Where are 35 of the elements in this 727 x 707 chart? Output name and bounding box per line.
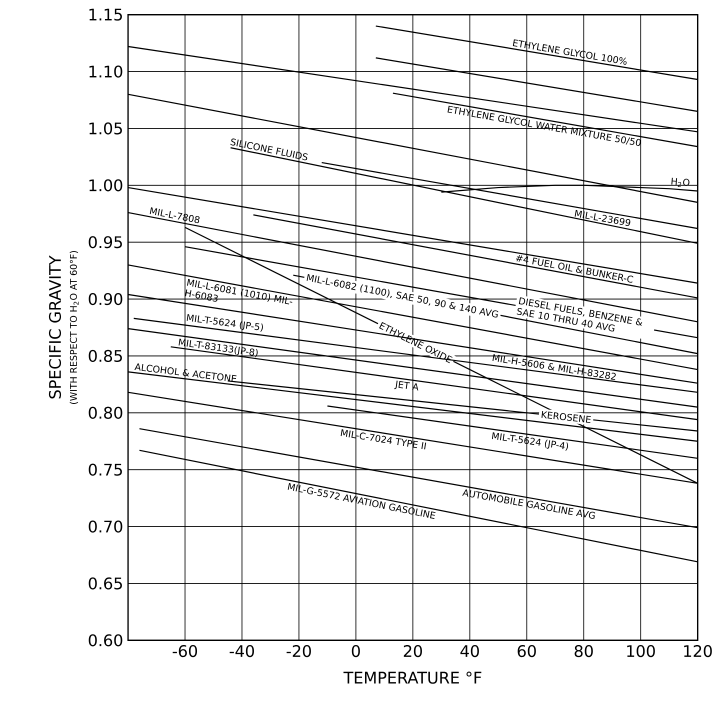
x-tick-label: -20 bbox=[286, 645, 311, 658]
y-tick-label: 1.00 bbox=[89, 179, 122, 192]
text: MIL-T-5624 (JP-4) bbox=[492, 432, 568, 451]
y-tick-label: 0.60 bbox=[88, 634, 122, 646]
y-tick-label: 1.10 bbox=[89, 65, 122, 78]
x-tick-label: 120 bbox=[684, 645, 712, 658]
x-tick-label: 20 bbox=[404, 645, 422, 658]
text: DIESEL FUELS, BENZENE & SAE 10 THRU 40 AVG bbox=[516, 297, 642, 332]
y-tick-label: 0.75 bbox=[88, 464, 122, 476]
x-tick-label: 60 bbox=[518, 645, 536, 658]
y-tick-label: 0.90 bbox=[88, 292, 122, 306]
y-tick-label: 0.70 bbox=[88, 520, 122, 533]
y-tick-label: 1.05 bbox=[89, 122, 122, 134]
text: MIL-T-5624 (JP-5) bbox=[186, 314, 263, 332]
x-axis-title: TEMPERATURE °F bbox=[343, 672, 482, 684]
x-tick-label: -40 bbox=[230, 645, 254, 658]
text: ALCOHOL & ACETONE bbox=[134, 363, 237, 382]
y-tick-label: 0.65 bbox=[88, 577, 122, 590]
x-tick-label: 100 bbox=[627, 645, 655, 658]
y-axis-title: SPECIFIC GRAVITY bbox=[48, 255, 62, 398]
text: MIL-H-5606 & MIL-H-83282 bbox=[492, 354, 616, 380]
y-tick-label: 1.15 bbox=[89, 8, 122, 21]
text: MIL-C-7024 TYPE II bbox=[340, 429, 426, 450]
y-tick-label: 0.95 bbox=[88, 236, 122, 248]
x-tick-label: -60 bbox=[172, 645, 198, 658]
text: SILICONE FLUIDS bbox=[230, 138, 308, 160]
y-tick-label: 0.85 bbox=[88, 350, 122, 362]
y-tick-label: 0.80 bbox=[88, 406, 122, 419]
text: JET A bbox=[394, 380, 418, 390]
text: (WITH RESPECT TO H$_{2}$O AT 60°F) bbox=[70, 251, 79, 404]
x-tick-label: 40 bbox=[460, 645, 479, 658]
x-tick-label: 0 bbox=[352, 645, 360, 658]
text: KEROSENE bbox=[542, 411, 591, 423]
text: ETHYLENE GLYCOL 100% bbox=[512, 39, 627, 65]
x-tick-label: 80 bbox=[574, 645, 593, 658]
